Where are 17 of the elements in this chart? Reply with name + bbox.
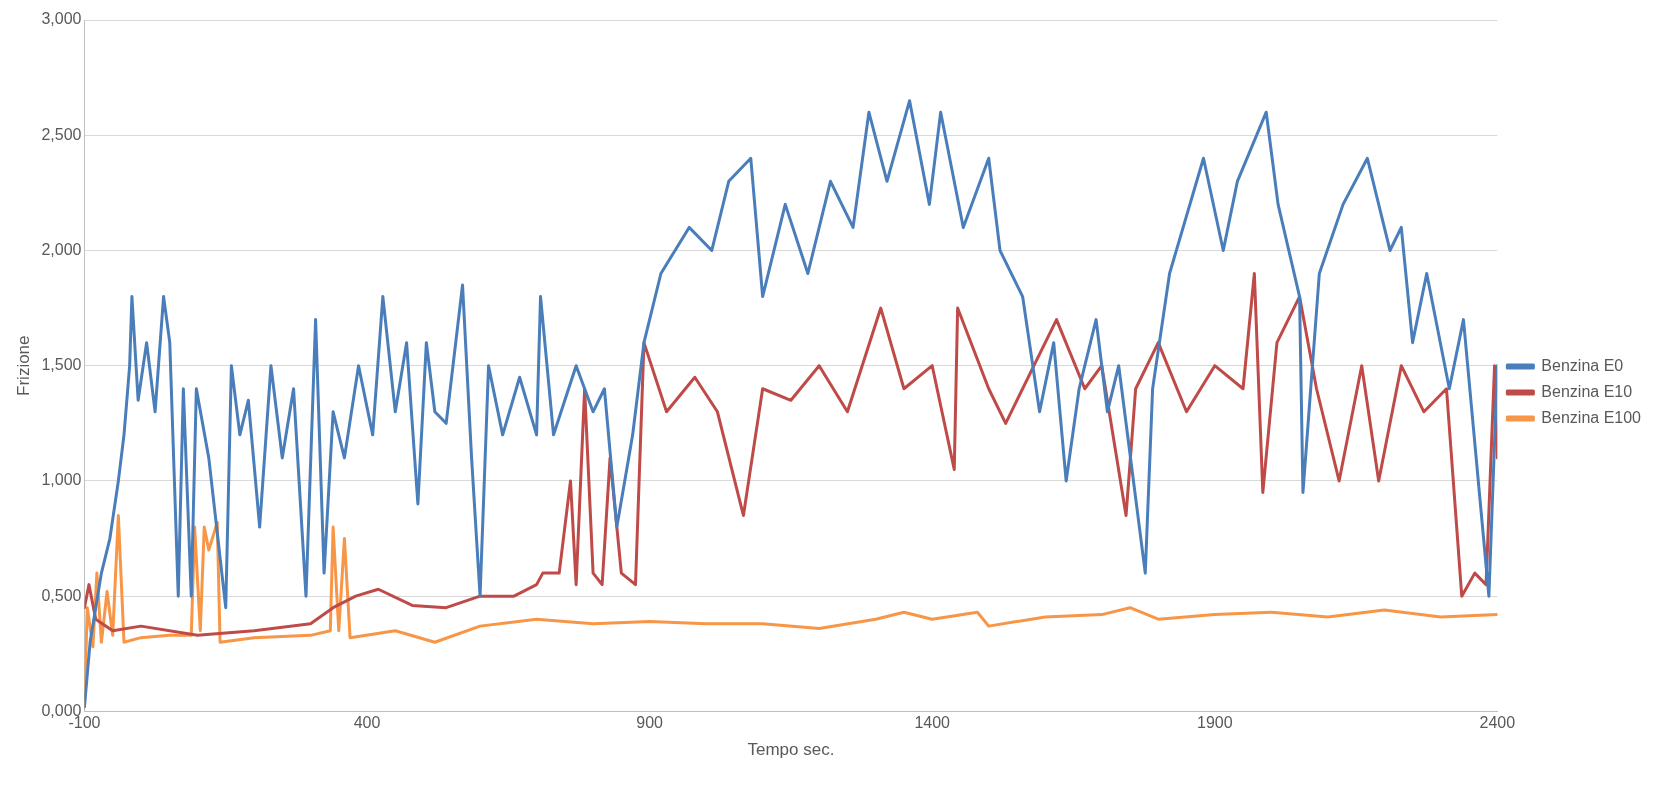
y-tick-label: 3,000 [41,10,82,28]
legend-label: Benzina E0 [1541,356,1624,374]
y-tick-label: 0,000 [41,701,82,719]
x-tick-label: 1400 [914,714,951,732]
y-tick-label: 2,500 [41,125,82,143]
x-tick-label: 1900 [1196,714,1233,732]
y-tick-label: 1,500 [41,356,82,374]
y-tick-label: 1,000 [41,471,82,489]
legend-label: Benzina E100 [1541,408,1642,426]
y-axis-title: Frizione [13,335,33,396]
x-tick-label: 2400 [1479,714,1516,732]
y-tick-label: 0,500 [41,586,82,604]
legend-label: Benzina E10 [1541,382,1633,400]
x-tick-label: 400 [353,714,381,732]
x-axis-title: Tempo sec. [747,740,835,760]
y-tick-label: 2,000 [41,240,82,258]
x-tick-label: 900 [636,714,664,732]
